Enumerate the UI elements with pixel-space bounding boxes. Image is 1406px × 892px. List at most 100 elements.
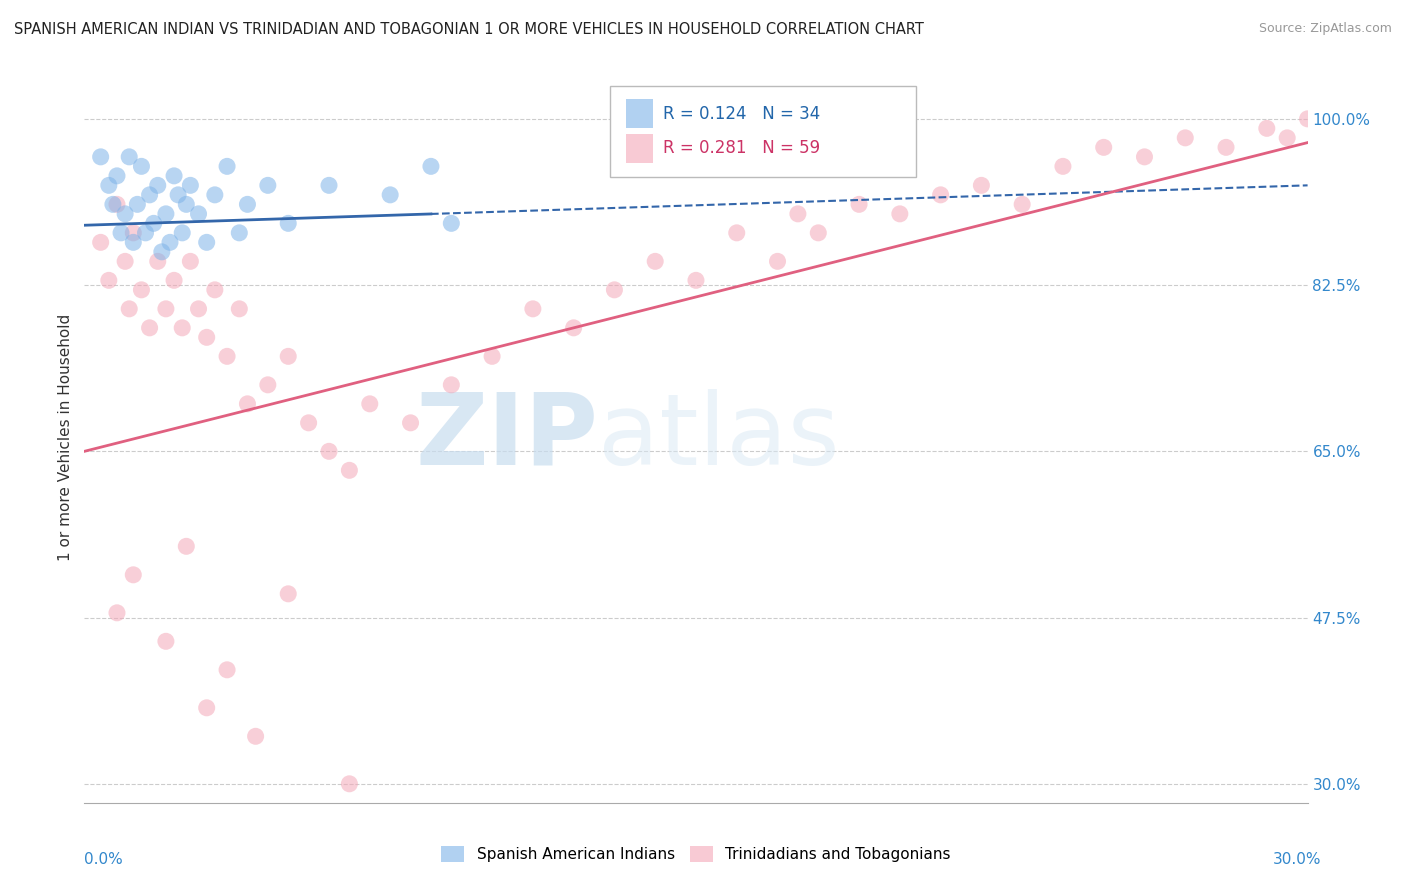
Point — [131, 283, 153, 297]
Point — [122, 567, 145, 582]
Point — [522, 301, 544, 316]
Point — [118, 301, 141, 316]
Point — [481, 349, 503, 363]
Point — [399, 416, 422, 430]
Point — [118, 150, 141, 164]
Bar — [626, 99, 654, 128]
Point — [228, 301, 250, 316]
Point — [174, 539, 197, 553]
Point — [440, 377, 463, 392]
Point — [155, 634, 177, 648]
Point — [114, 254, 136, 268]
Point — [339, 777, 361, 791]
Point — [174, 197, 197, 211]
Point — [217, 159, 239, 173]
Point — [245, 729, 267, 743]
Point — [1277, 131, 1299, 145]
Point — [97, 178, 120, 193]
Point — [179, 254, 201, 268]
Point — [277, 216, 299, 230]
Text: R = 0.124   N = 34: R = 0.124 N = 34 — [664, 104, 820, 123]
Text: ZIP: ZIP — [415, 389, 598, 485]
Point — [603, 283, 626, 297]
Point — [155, 207, 177, 221]
Point — [172, 226, 194, 240]
Point — [1092, 140, 1115, 154]
Point — [1215, 140, 1237, 154]
Point — [105, 606, 128, 620]
Text: 0.0%: 0.0% — [84, 852, 124, 867]
Point — [138, 321, 160, 335]
Point — [318, 444, 340, 458]
Point — [766, 254, 789, 268]
Point — [90, 235, 112, 250]
Point — [105, 169, 128, 183]
Point — [122, 235, 145, 250]
Point — [195, 235, 218, 250]
Point — [228, 226, 250, 240]
Point — [150, 244, 173, 259]
Point — [970, 178, 993, 193]
Point — [236, 197, 259, 211]
Point — [110, 226, 132, 240]
Point — [725, 226, 748, 240]
Point — [127, 197, 149, 211]
Point — [101, 197, 124, 211]
Point — [277, 349, 299, 363]
Y-axis label: 1 or more Vehicles in Household: 1 or more Vehicles in Household — [58, 313, 73, 561]
Point — [195, 701, 218, 715]
Point — [138, 187, 160, 202]
Text: 30.0%: 30.0% — [1274, 852, 1322, 867]
Point — [1052, 159, 1074, 173]
Point — [257, 377, 280, 392]
Text: Source: ZipAtlas.com: Source: ZipAtlas.com — [1258, 22, 1392, 36]
Point — [787, 207, 810, 221]
Point — [97, 273, 120, 287]
Point — [644, 254, 666, 268]
Point — [131, 159, 153, 173]
Point — [420, 159, 443, 173]
Point — [339, 463, 361, 477]
Point — [159, 235, 181, 250]
Point — [440, 216, 463, 230]
Point — [848, 197, 870, 211]
Point — [217, 349, 239, 363]
Bar — [626, 134, 654, 163]
Point — [889, 207, 911, 221]
Point — [142, 216, 165, 230]
Text: SPANISH AMERICAN INDIAN VS TRINIDADIAN AND TOBAGONIAN 1 OR MORE VEHICLES IN HOUS: SPANISH AMERICAN INDIAN VS TRINIDADIAN A… — [14, 22, 924, 37]
Text: R = 0.281   N = 59: R = 0.281 N = 59 — [664, 139, 820, 157]
Point — [146, 254, 169, 268]
Point — [1133, 150, 1156, 164]
Point — [135, 226, 157, 240]
Legend: Spanish American Indians, Trinidadians and Tobagonians: Spanish American Indians, Trinidadians a… — [436, 840, 956, 868]
Text: atlas: atlas — [598, 389, 839, 485]
Point — [929, 187, 952, 202]
Point — [1174, 131, 1197, 145]
Point — [1011, 197, 1033, 211]
Point — [204, 283, 226, 297]
Point — [146, 178, 169, 193]
Point — [187, 301, 209, 316]
FancyBboxPatch shape — [610, 86, 917, 178]
Point — [236, 397, 259, 411]
Point — [163, 169, 186, 183]
Point — [257, 178, 280, 193]
Point — [562, 321, 585, 335]
Point — [155, 301, 177, 316]
Point — [167, 187, 190, 202]
Point — [318, 178, 340, 193]
Point — [298, 416, 321, 430]
Point — [359, 397, 381, 411]
Point — [187, 207, 209, 221]
Point — [380, 187, 402, 202]
Point — [217, 663, 239, 677]
Point — [172, 321, 194, 335]
Point — [163, 273, 186, 287]
Point — [179, 178, 201, 193]
Point — [685, 273, 707, 287]
Point — [90, 150, 112, 164]
Point — [122, 226, 145, 240]
Point — [195, 330, 218, 344]
Point — [204, 187, 226, 202]
